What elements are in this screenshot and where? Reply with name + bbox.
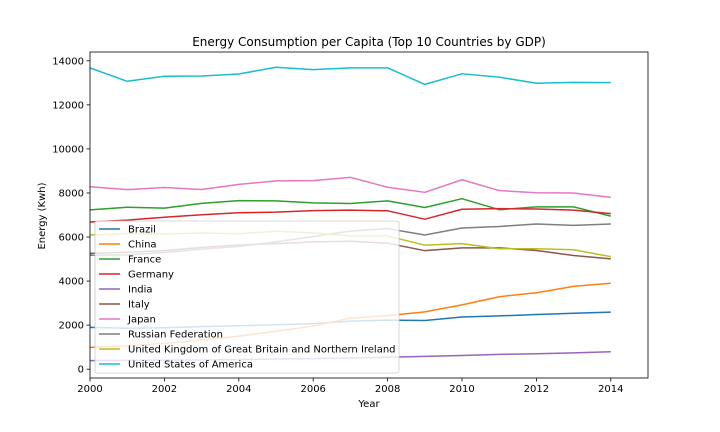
x-tick-label: 2014 bbox=[598, 384, 623, 395]
y-tick-label: 8000 bbox=[59, 188, 84, 199]
y-tick-label: 14000 bbox=[52, 56, 84, 67]
legend-entry: Germany bbox=[128, 270, 174, 281]
x-axis-label: Year bbox=[357, 399, 380, 410]
y-axis: 0 2000 4000 6000 8000 10000 12000 14000 bbox=[52, 56, 90, 376]
legend: Brazil China France Germany India Italy Japan R… bbox=[94, 220, 400, 374]
y-tick-label: 6000 bbox=[59, 233, 84, 244]
legend-entry: Brazil bbox=[128, 225, 156, 236]
series-line-2 bbox=[89, 197, 611, 217]
y-axis-label: Energy (Kwh) bbox=[37, 182, 48, 249]
x-tick-label: 2000 bbox=[77, 384, 102, 395]
chart-title: Energy Consumption per Capita (Top 10 Co… bbox=[192, 35, 546, 49]
legend-entry: Russian Federation bbox=[128, 330, 223, 341]
x-tick-label: 2008 bbox=[375, 384, 400, 395]
y-tick-label: 10000 bbox=[52, 144, 84, 155]
legend-entry: United States of America bbox=[128, 360, 253, 371]
legend-box bbox=[94, 220, 400, 374]
plot-frame bbox=[89, 51, 649, 379]
legend-entry: France bbox=[128, 255, 161, 266]
x-tick-label: 2012 bbox=[524, 384, 549, 395]
legend-entry: Italy bbox=[128, 300, 150, 311]
y-tick-label: 12000 bbox=[52, 100, 84, 111]
x-axis: 2000 2002 2004 2006 2008 2010 2012 2014 bbox=[77, 378, 624, 395]
series-line-9 bbox=[89, 66, 611, 86]
y-tick-label: 0 bbox=[78, 365, 84, 376]
legend-entry: United Kingdom of Great Britain and Nort… bbox=[128, 345, 396, 356]
y-tick-label: 4000 bbox=[59, 277, 84, 288]
legend-entry: China bbox=[128, 240, 157, 251]
x-tick-label: 2006 bbox=[300, 384, 325, 395]
y-tick-label: 2000 bbox=[59, 321, 84, 332]
series-line-3 bbox=[89, 207, 611, 223]
legend-entry: India bbox=[128, 285, 153, 296]
x-tick-label: 2002 bbox=[152, 384, 177, 395]
legend-entry: Japan bbox=[127, 315, 156, 326]
x-tick-label: 2010 bbox=[449, 384, 474, 395]
series-line-6 bbox=[89, 176, 611, 199]
x-tick-label: 2004 bbox=[226, 384, 251, 395]
